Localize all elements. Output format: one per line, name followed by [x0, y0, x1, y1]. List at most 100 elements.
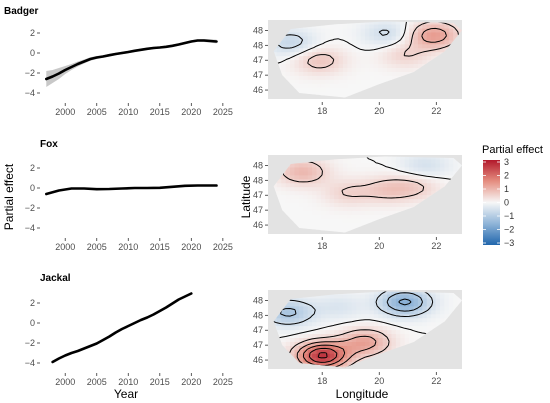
- heatmap-cell: [382, 162, 388, 168]
- heatmap-cell: [422, 194, 428, 200]
- heatmap-cell: [356, 291, 362, 295]
- contour-line: [276, 29, 390, 49]
- heatmap-cell: [378, 55, 384, 61]
- heatmap-cell: [351, 337, 357, 342]
- heatmap-cell: [320, 182, 326, 188]
- heatmap-cell: [413, 293, 419, 299]
- heatmap-cell: [387, 186, 393, 192]
- heatmap-cell: [395, 71, 401, 76]
- heatmap-cell: [395, 67, 401, 72]
- heatmap-cell: [369, 39, 375, 45]
- heatmap-cell: [360, 198, 366, 203]
- heatmap-cell: [360, 357, 366, 362]
- y-tick-label: −4: [25, 358, 35, 368]
- heatmap-cell: [417, 21, 423, 25]
- heatmap-cell: [290, 198, 296, 203]
- heatmap-cell: [294, 321, 300, 327]
- heatmap-cell: [356, 174, 362, 180]
- heatmap-cell: [360, 51, 366, 57]
- heatmap-cell: [342, 31, 348, 37]
- heatmap-cell: [307, 83, 313, 88]
- heatmap-cell: [342, 178, 348, 184]
- heatmap-cell: [426, 291, 432, 295]
- heatmap-cell: [320, 214, 326, 219]
- heatmap-cell: [431, 291, 437, 295]
- heatmap-cell: [409, 301, 415, 307]
- heatmap-cell: [360, 309, 366, 315]
- heatmap-cell: [351, 166, 357, 172]
- x-tick-label: 2020: [181, 242, 201, 252]
- heatmap-cell: [417, 156, 423, 160]
- heatmap-cell: [342, 214, 348, 219]
- heatmap-cell: [444, 23, 450, 29]
- heatmap-cell: [329, 309, 335, 315]
- heatmap-cell: [382, 75, 388, 80]
- heatmap-cell: [342, 83, 348, 88]
- heatmap-cell: [316, 182, 322, 188]
- heatmap-cell: [391, 21, 397, 25]
- heatmap-cell: [360, 27, 366, 33]
- heatmap-cell: [369, 313, 375, 319]
- heatmap-cell: [356, 305, 362, 311]
- heatmap-cell: [325, 178, 331, 184]
- heatmap-cell: [351, 162, 357, 168]
- heatmap-cell: [422, 31, 428, 37]
- heatmap-cell: [329, 178, 335, 184]
- heatmap-cell: [444, 162, 450, 168]
- heatmap-cell: [329, 67, 335, 72]
- heatmap-cell: [320, 309, 326, 315]
- heatmap-cell: [307, 349, 313, 354]
- heatmap-cell: [276, 325, 282, 331]
- heatmap-cell: [391, 333, 397, 338]
- heatmap-cell: [298, 325, 304, 331]
- heatmap-cell: [329, 194, 335, 200]
- heatmap-cell: [342, 329, 348, 335]
- heatmap-cell: [334, 166, 340, 172]
- heatmap-cell: [413, 162, 419, 168]
- heatmap-cell: [294, 59, 300, 65]
- heatmap-cell: [338, 166, 344, 172]
- heatmap-cell: [347, 83, 353, 88]
- heatmap-cell: [329, 357, 335, 362]
- heatmap-cell: [391, 293, 397, 299]
- heatmap-cell: [347, 214, 353, 219]
- heatmap-cell: [334, 79, 340, 84]
- heatmap-cell: [338, 55, 344, 61]
- heatmap-cell: [391, 182, 397, 188]
- heatmap-cell: [365, 27, 371, 33]
- x-tick-label: 2000: [55, 107, 75, 117]
- heatmap-cell: [320, 162, 326, 168]
- heatmap-cell: [409, 43, 415, 49]
- heatmap-cell: [395, 337, 401, 342]
- heatmap-cell: [351, 329, 357, 335]
- heatmap-cell: [276, 198, 282, 203]
- heatmap-cell: [325, 186, 331, 192]
- heatmap-cell: [290, 174, 296, 180]
- heatmap-cell: [338, 206, 344, 211]
- heatmap-cell: [422, 293, 428, 299]
- heatmap-cell: [431, 162, 437, 168]
- heatmap-cell: [351, 79, 357, 84]
- heatmap-cell: [298, 202, 304, 207]
- heatmap-cell: [338, 23, 344, 29]
- heatmap-cell: [320, 39, 326, 45]
- heatmap-cell: [356, 35, 362, 41]
- heatmap-cell: [342, 47, 348, 53]
- heatmap-cell: [351, 59, 357, 65]
- heatmap-cell: [404, 206, 410, 211]
- heatmap-cell: [404, 190, 410, 196]
- heatmap-cell: [422, 301, 428, 307]
- heatmap-cell: [290, 214, 296, 219]
- heatmap-cell: [417, 198, 423, 203]
- heatmap-cell: [360, 190, 366, 196]
- heatmap-cell: [316, 222, 322, 227]
- heatmap-cell: [391, 321, 397, 327]
- heatmap-cell: [329, 226, 335, 231]
- heatmap-cell: [325, 325, 331, 331]
- heatmap-cell: [431, 309, 437, 315]
- heatmap-cell: [360, 158, 366, 164]
- heatmap-cell: [369, 67, 375, 72]
- heatmap-cell: [303, 353, 309, 358]
- heatmap-cell: [307, 174, 313, 180]
